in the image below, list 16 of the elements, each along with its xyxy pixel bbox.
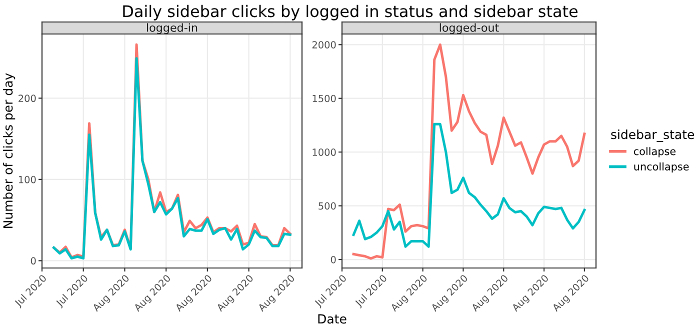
chart-title: logged-out — [440, 23, 499, 34]
y-tick-label: 1500 — [312, 94, 336, 102]
y-tick-label: 100 — [18, 176, 36, 184]
y-tick-label: 0 — [330, 256, 336, 264]
y-tick-label: 2000 — [312, 41, 336, 48]
text: Daily sidebar clicks by logged in status and sidebar state — [123, 4, 578, 20]
y-tick-label: 200 — [18, 94, 36, 102]
legend-label: collapse — [634, 147, 676, 158]
x-axis-title: Date — [318, 314, 346, 324]
chart-title: logged-in — [147, 23, 198, 34]
y-axis-title: Number of clicks per day — [3, 73, 16, 228]
legend-label: uncollapse — [634, 162, 689, 173]
y-tick-label: 0 — [30, 257, 36, 265]
y-tick-label: 500 — [318, 202, 336, 210]
y-tick-label: 1000 — [312, 148, 336, 156]
legend-title: sidebar_state — [611, 129, 694, 142]
